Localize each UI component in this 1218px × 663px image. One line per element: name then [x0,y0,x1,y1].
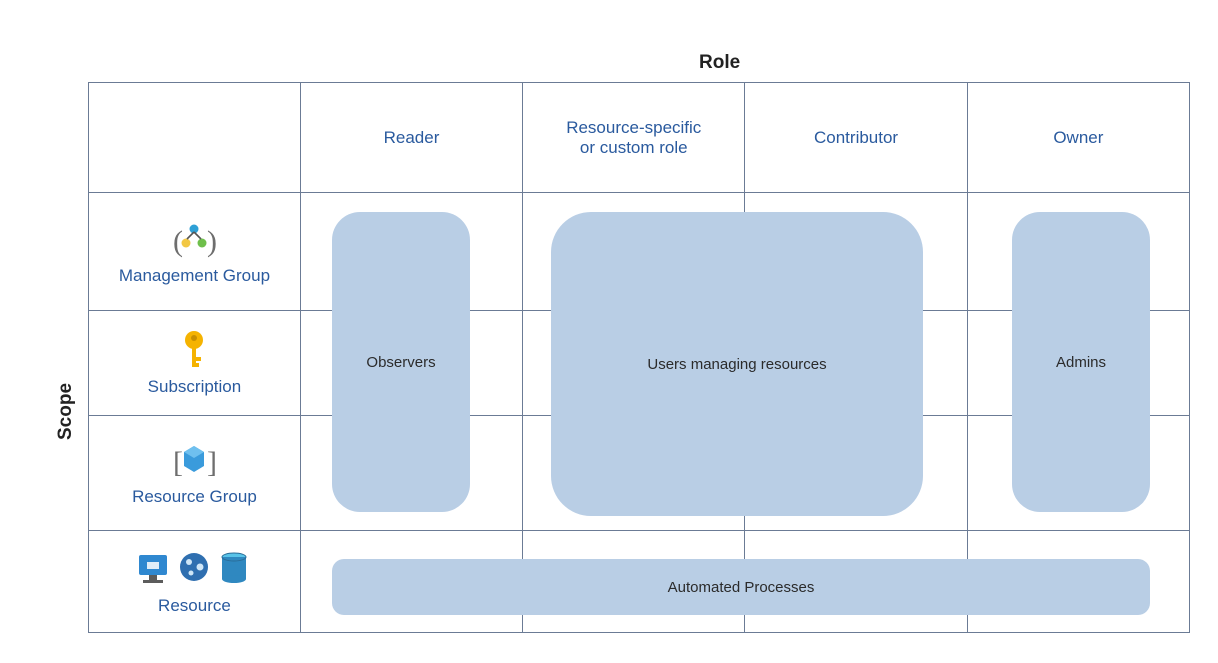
col-header-contributor: Contributor [745,83,967,193]
row-header-label: Subscription [148,377,242,397]
blob-observers: Observers [332,212,470,512]
svg-text:(: ( [173,225,183,258]
blob-automated-processes: Automated Processes [332,559,1150,615]
blob-users-managing: Users managing resources [551,212,923,516]
col-header-label: Reader [384,128,440,147]
blob-label: Admins [1056,354,1106,371]
axis-role-label: Role [699,52,740,74]
blob-admins: Admins [1012,212,1150,512]
resource-icon [129,548,259,590]
col-header-label: Resource-specific or custom role [566,118,701,158]
col-header-owner: Owner [967,83,1189,193]
management-group-icon: ( ) [169,218,219,260]
blob-label: Automated Processes [668,579,815,596]
row-header-management-group: ( ) Management Group [89,193,301,311]
grid-corner [89,83,301,193]
diagram-stage: Role Scope Reader Resource-specific or c… [0,0,1218,663]
svg-text:[: [ [173,446,183,479]
key-icon [180,329,208,371]
svg-text:): ) [207,225,217,258]
row-header-resource-group: [ ] Resource Group [89,416,301,531]
row-header-label: Resource [158,596,231,616]
svg-text:]: ] [207,446,217,479]
row-header-label: Management Group [119,266,270,286]
row-header-resource: Resource [89,531,301,633]
row-header-subscription: Subscription [89,311,301,416]
col-header-reader: Reader [300,83,522,193]
col-header-label: Owner [1053,128,1103,147]
row-header-label: Resource Group [132,487,257,507]
axis-scope-label: Scope [55,383,77,440]
blob-label: Observers [366,354,435,371]
resource-group-icon: [ ] [169,439,219,481]
col-header-label: Contributor [814,128,898,147]
blob-label: Users managing resources [647,356,826,373]
col-header-custom: Resource-specific or custom role [523,83,745,193]
